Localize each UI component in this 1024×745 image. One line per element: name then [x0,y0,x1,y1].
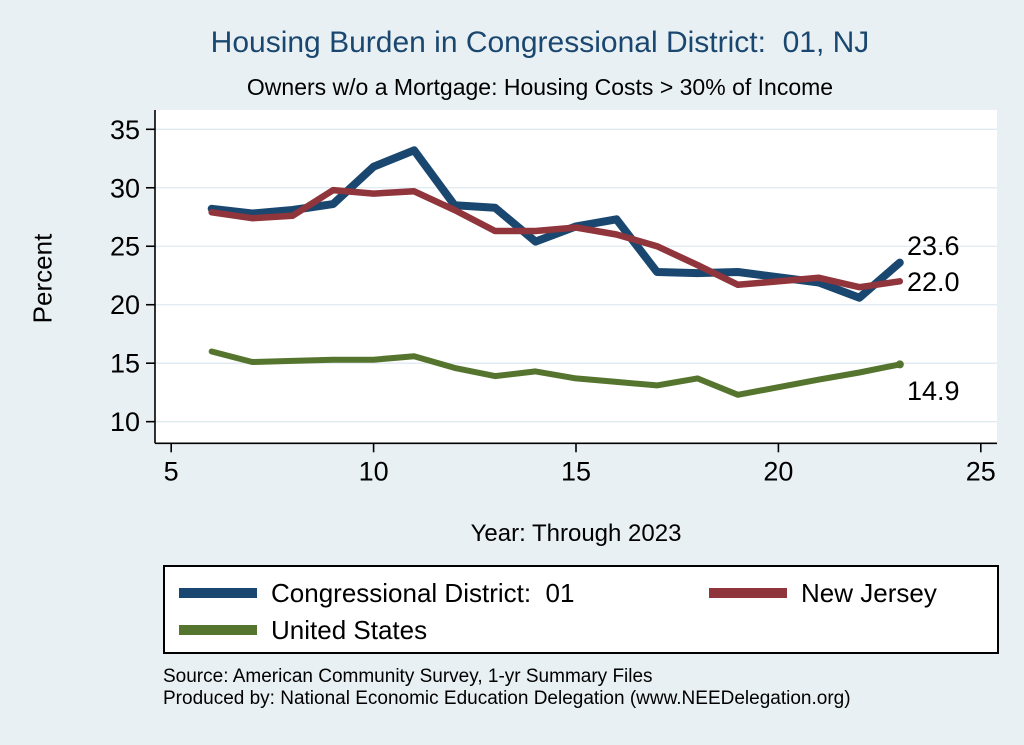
united-states-line-swatch [179,625,257,635]
legend-row-2: United States [165,610,997,650]
end-value-label-united-states: 14.9 [907,376,960,406]
source-line: Source: American Community Survey, 1-yr … [163,666,653,687]
x-axis-title: Year: Through 2023 [470,520,682,547]
end-marker-united-states [895,360,904,369]
x-tick-label: 10 [359,456,389,486]
y-axis-title: Percent [27,233,58,324]
legend-item-district: Congressional District: 01 [179,573,574,613]
y-tick-label: 25 [110,232,140,262]
legend-item-united-states: United States [179,610,427,650]
legend: Congressional District: 01 New Jersey Un… [163,565,999,654]
legend-item-new-jersey: New Jersey [709,573,937,613]
produced-by-line: Produced by: National Economic Education… [163,688,851,709]
x-tick-label: 25 [966,456,996,486]
x-tick-label: 5 [164,456,179,486]
legend-row-1: Congressional District: 01 New Jersey [165,573,997,613]
y-tick-label: 15 [110,349,140,379]
y-tick-label: 35 [110,115,140,145]
chart-subtitle: Owners w/o a Mortgage: Housing Costs > 3… [246,74,834,100]
y-tick-label: 30 [110,173,140,203]
legend-label-district: Congressional District: 01 [271,577,575,608]
new-jersey-line-swatch [709,588,787,598]
end-value-label-congressional-district-01: 23.6 [907,231,960,261]
chart-title: Housing Burden in Congressional District… [210,26,870,59]
x-tick-label: 15 [561,456,591,486]
y-tick-label: 20 [110,290,140,320]
district-line-swatch [179,588,257,598]
series-line-congressional-district-01 [207,146,904,302]
source-block: Source: American Community Survey, 1-yr … [163,666,1003,710]
x-tick-label: 20 [763,456,793,486]
end-value-label-new-jersey: 22.0 [907,267,960,297]
series-line-new-jersey [208,186,904,291]
plot-area [155,110,997,444]
legend-label-new-jersey: New Jersey [801,577,937,608]
legend-label-united-states: United States [271,614,428,645]
y-tick-label: 10 [110,407,140,437]
series-line-united-states [208,348,903,398]
